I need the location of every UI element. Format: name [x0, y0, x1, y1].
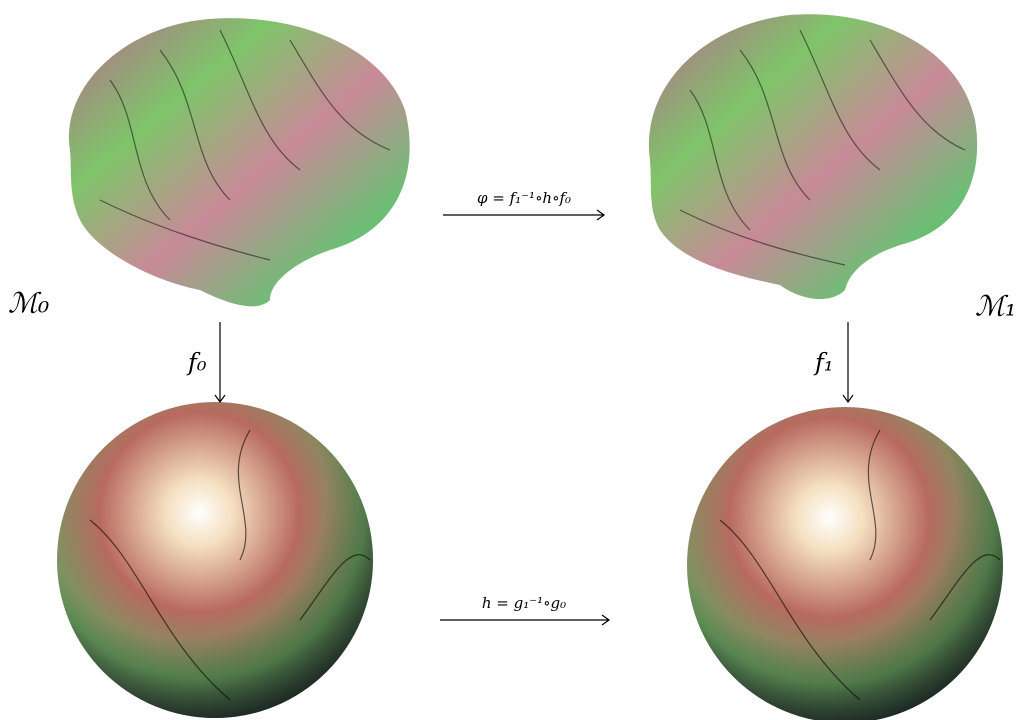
- target-sphere: [687, 407, 1003, 720]
- sphere-map-label: h = g₁⁻¹∘g₀: [482, 594, 566, 612]
- target-brain: [649, 14, 977, 299]
- target-map-label: f₁: [813, 349, 834, 377]
- source-map-label: f₀: [186, 349, 207, 377]
- target-manifold-label: ℳ₁: [975, 290, 1016, 323]
- source-manifold-label: ℳ₀: [8, 287, 49, 320]
- diagram: ℳ₀ ℳ₁ f₀ f₁ φ = f₁⁻¹∘h∘f₀ h = g₁⁻¹∘g₀: [0, 0, 1031, 720]
- source-brain: [69, 18, 410, 306]
- source-sphere: [57, 402, 373, 718]
- surface-map-label: φ = f₁⁻¹∘h∘f₀: [477, 189, 571, 207]
